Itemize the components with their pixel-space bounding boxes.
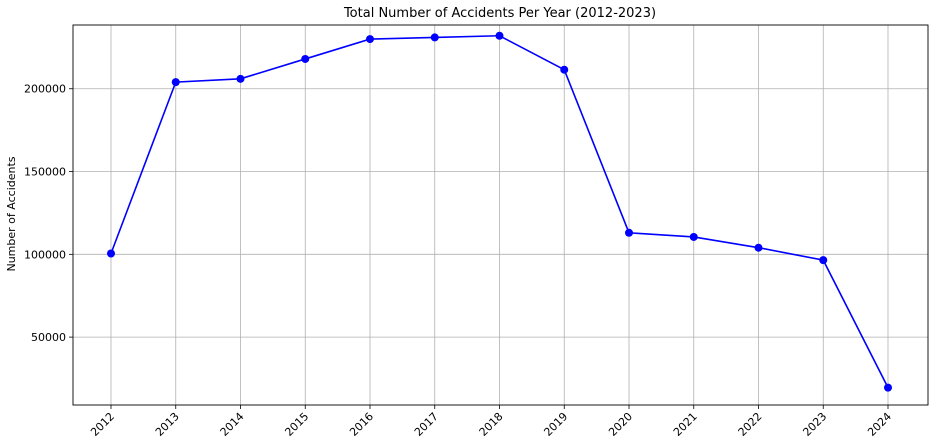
series [107, 31, 892, 392]
x-tick-label: 2024 [865, 410, 894, 439]
data-point [689, 232, 698, 241]
y-tick-label: 150000 [24, 166, 66, 179]
x-tick-label: 2022 [736, 410, 765, 439]
data-point [430, 33, 439, 42]
x-tick-label: 2017 [412, 410, 441, 439]
x-tick-label: 2018 [477, 410, 506, 439]
data-point [301, 54, 310, 63]
data-point [495, 31, 504, 40]
x-tick-label: 2012 [88, 410, 117, 439]
x-tick-label: 2016 [347, 410, 376, 439]
chart-title: Total Number of Accidents Per Year (2012… [343, 6, 656, 21]
axes [69, 24, 929, 409]
x-tick-label: 2020 [606, 410, 635, 439]
x-tick-label: 2014 [218, 410, 247, 439]
data-point [107, 249, 115, 258]
data-point [884, 383, 892, 392]
y-tick-label: 100000 [24, 248, 66, 261]
x-tick-label: 2019 [541, 410, 570, 439]
data-point [171, 78, 180, 87]
data-point [754, 243, 763, 252]
y-tick-label: 50000 [31, 331, 66, 344]
x-tick-label: 2021 [671, 410, 700, 439]
data-point [625, 228, 633, 237]
y-axis-label: Number of Accidents [5, 156, 18, 271]
data-point [366, 35, 374, 44]
gridlines [73, 25, 928, 405]
data-point [819, 256, 828, 265]
x-tick-label: 2023 [800, 410, 829, 439]
data-point [560, 65, 569, 74]
x-tick-label: 2013 [153, 410, 182, 439]
data-point [236, 74, 245, 83]
x-tick-label: 2015 [282, 410, 311, 439]
y-tick-label: 200000 [24, 83, 66, 96]
plot-frame [72, 24, 929, 406]
